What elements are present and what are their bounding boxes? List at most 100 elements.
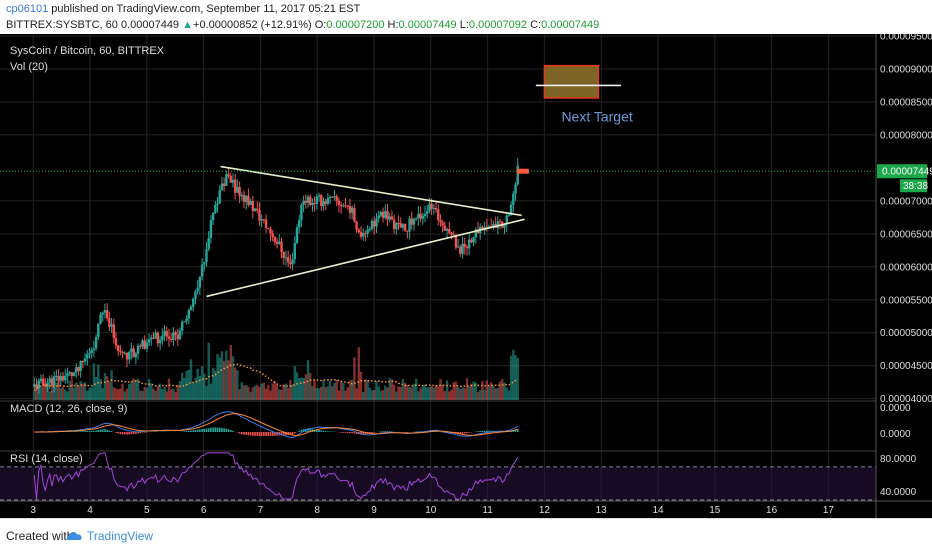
candle-body: [437, 210, 439, 221]
volume-bar: [441, 385, 443, 400]
candle-body: [183, 321, 185, 322]
volume-bar: [353, 357, 355, 400]
candle-body: [212, 213, 214, 220]
volume-bar: [44, 388, 46, 400]
volume-bar: [269, 391, 271, 400]
volume-bar: [199, 376, 201, 400]
candle-body: [135, 354, 137, 357]
candle-body: [298, 220, 300, 227]
volume-bar: [501, 379, 503, 400]
volume-bar: [110, 370, 112, 400]
volume-bar: [415, 379, 417, 400]
macd-hist-bar: [210, 428, 212, 432]
macd-hist-bar: [477, 431, 479, 432]
volume-bar: [517, 358, 519, 400]
chart-canvas[interactable]: Next Target SysCoin / Bitcoin, 60, BITTR…: [0, 34, 932, 518]
candle-body: [110, 324, 112, 326]
candle-body: [148, 339, 150, 342]
candle-body: [406, 231, 408, 232]
volume-bar: [386, 387, 388, 400]
candle-body: [241, 195, 243, 196]
volume-bar: [305, 374, 307, 400]
candle-body: [342, 205, 344, 206]
macd-hist-bar: [195, 430, 197, 432]
candle-body: [422, 216, 424, 219]
macd-hist-bar: [292, 432, 294, 434]
volume-bar: [291, 384, 293, 400]
volume-bar: [362, 392, 364, 400]
macd-hist-bar: [117, 432, 119, 434]
macd-hist-bar: [232, 431, 234, 432]
candle-body: [415, 218, 417, 219]
volume-bar: [66, 392, 68, 400]
candle-body: [466, 247, 468, 248]
macd-hist-bar: [93, 431, 95, 432]
rsi-legend: RSI (14, close): [10, 453, 83, 465]
rsi-tick-40: 40.0000: [880, 487, 917, 498]
volume-bar: [344, 391, 346, 400]
volume-bar: [274, 381, 276, 400]
volume-bar: [318, 389, 320, 400]
candle-body: [464, 244, 466, 247]
candle-body: [33, 384, 35, 386]
candle-body: [53, 376, 55, 385]
countdown-label: 38:38: [903, 181, 928, 192]
macd-hist-bar: [100, 429, 102, 432]
candle-body: [413, 219, 415, 225]
candle-body: [450, 233, 452, 235]
macd-hist-bar: [373, 432, 375, 433]
open-value: 0.00007200: [326, 19, 384, 31]
candle-body: [280, 242, 282, 253]
candle-body: [249, 201, 251, 205]
candle-body: [196, 288, 198, 292]
volume-bar: [190, 359, 192, 400]
volume-bar: [146, 388, 148, 400]
candle-body: [254, 209, 256, 211]
candle-body: [444, 226, 446, 231]
macd-hist-bar: [186, 431, 188, 432]
volume-bar: [324, 387, 326, 400]
candle-body: [307, 197, 309, 203]
macd-hist-bar: [270, 432, 272, 436]
candle-body: [130, 348, 132, 351]
candle-body: [470, 240, 472, 243]
macd-hist-bar: [128, 432, 130, 434]
candle-body: [380, 212, 382, 216]
candle-body: [214, 205, 216, 213]
volume-bar: [278, 389, 280, 400]
candle-body: [71, 372, 73, 376]
volume-bar: [155, 391, 157, 400]
macd-hist-bar: [261, 432, 263, 436]
candle-body: [139, 346, 141, 347]
close-label: C:: [530, 19, 541, 31]
macd-hist-bar: [340, 432, 342, 433]
time-tick: 15: [709, 505, 721, 516]
candle-body: [318, 195, 320, 196]
candle-body: [300, 205, 302, 220]
volume-bar: [289, 380, 291, 400]
macd-hist-bar: [482, 431, 484, 432]
macd-legend: MACD (12, 26, close, 9): [10, 403, 127, 415]
volume-bar: [505, 387, 507, 400]
volume-bar: [514, 355, 516, 400]
volume-bar: [183, 378, 185, 400]
target-box[interactable]: [544, 66, 598, 98]
macd-hist-bar: [466, 432, 468, 433]
candle-body: [441, 222, 443, 225]
candle-body: [391, 216, 393, 219]
volume-bar: [400, 387, 402, 400]
author-link[interactable]: cp06101: [6, 3, 48, 15]
volume-bar: [433, 388, 435, 400]
candle-body: [512, 194, 514, 205]
volume-bar: [135, 380, 137, 400]
volume-bar: [382, 390, 384, 400]
tradingview-brand[interactable]: TradingView: [87, 529, 153, 543]
candle-body: [417, 214, 419, 219]
volume-bar: [219, 358, 221, 400]
candle-body: [358, 230, 360, 233]
macd-hist-bar: [111, 431, 113, 432]
candle-body: [221, 184, 223, 191]
candle-body: [371, 221, 373, 229]
volume-bar: [358, 347, 360, 400]
volume-bar: [294, 366, 296, 400]
